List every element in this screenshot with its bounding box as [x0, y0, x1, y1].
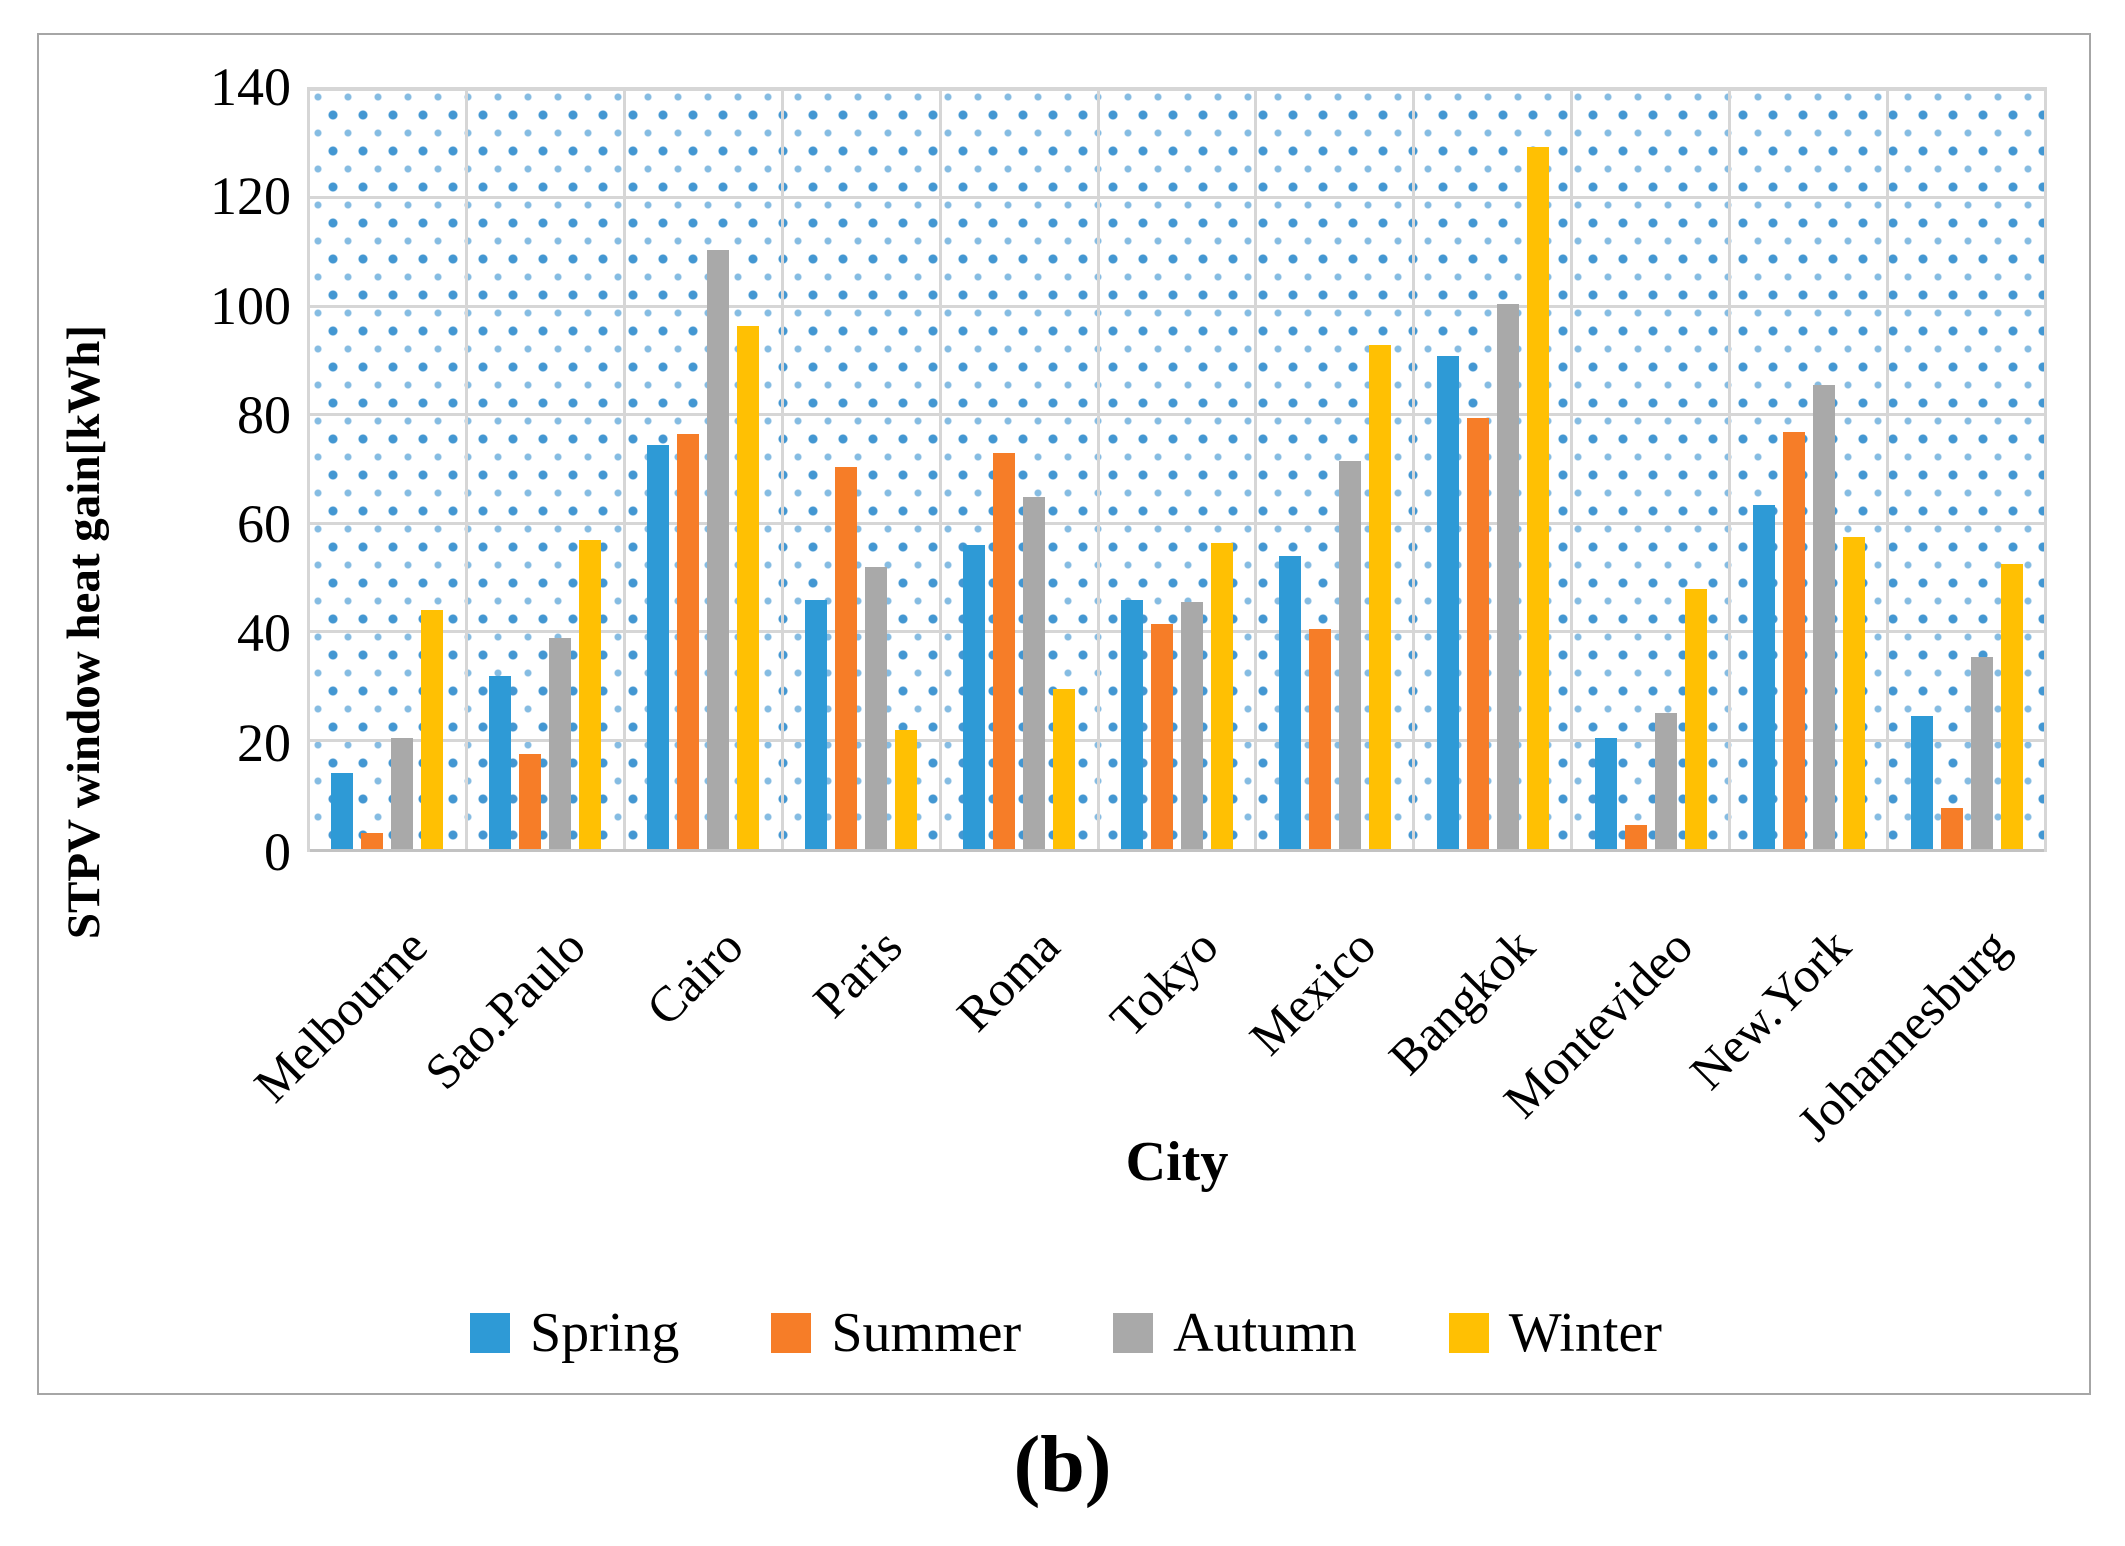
bar-spring-paris	[805, 599, 828, 849]
bar-summer-sao-paulo	[519, 754, 542, 849]
x-axis-title: City	[1125, 1131, 1229, 1193]
bar-autumn-johannesburg	[1970, 656, 1993, 849]
legend-label-spring: Spring	[530, 1302, 680, 1364]
y-tick-label-80: 80	[237, 384, 291, 445]
bar-summer-bangkok	[1466, 418, 1489, 849]
legend-label-autumn: Autumn	[1173, 1302, 1357, 1364]
bar-autumn-paris	[865, 567, 888, 849]
bar-spring-johannesburg	[1910, 716, 1933, 849]
x-tick-label-sao-paulo: Sao.Paulo	[413, 917, 596, 1100]
legend-swatch-icon-summer	[771, 1313, 812, 1353]
bar-spring-bangkok	[1436, 355, 1459, 849]
bar-autumn-sao-paulo	[549, 637, 572, 849]
bar-spring-cairo	[647, 445, 670, 849]
y-tick-label-100: 100	[210, 275, 291, 336]
legend-item-autumn: Autumn	[1113, 1305, 1357, 1361]
bar-winter-bangkok	[1526, 146, 1549, 849]
bar-autumn-montevideo	[1654, 713, 1677, 849]
bar-summer-montevideo	[1624, 824, 1647, 849]
y-tick-label-140: 140	[210, 57, 291, 117]
bar-autumn-cairo	[707, 249, 730, 849]
bar-spring-melbourne	[331, 773, 354, 849]
bar-autumn-new-york	[1812, 385, 1835, 849]
figure-caption: (b)	[1013, 1421, 1112, 1509]
legend-swatch-icon-spring	[470, 1313, 511, 1353]
bar-spring-mexico	[1278, 556, 1301, 849]
x-tick-label-tokyo: Tokyo	[1099, 917, 1229, 1048]
bar-columns	[310, 90, 2044, 849]
category-column-new-york	[1728, 90, 1886, 849]
chart-frame: STPV window heat gain[kWh] 0 20 40 60 80 100 1…	[37, 33, 2091, 1395]
x-tick-label-roma: Roma	[946, 917, 1071, 1042]
legend-item-winter: Winter	[1448, 1302, 1662, 1364]
gridline-y-100	[310, 304, 2044, 308]
gridline-y-140	[310, 88, 2044, 91]
bar-spring-sao-paulo	[489, 675, 512, 849]
x-tick-label-mexico: Mexico	[1239, 917, 1387, 1066]
category-column-roma	[938, 90, 1097, 849]
bar-winter-montevideo	[1684, 588, 1707, 849]
bar-winter-melbourne	[421, 610, 444, 849]
bar-summer-tokyo	[1150, 624, 1173, 849]
legend-label-winter: Winter	[1508, 1302, 1662, 1364]
category-column-johannesburg	[1886, 90, 2044, 849]
category-column-melbourne	[310, 90, 465, 849]
bar-winter-tokyo	[1210, 542, 1233, 849]
y-axis-ticks: 0 20 40 60 80 100 120 140	[39, 60, 291, 879]
bar-autumn-roma	[1023, 496, 1046, 849]
y-tick-label-60: 60	[237, 494, 291, 555]
bar-summer-new-york	[1782, 431, 1805, 849]
x-tick-label-melbourne: Melbourne	[242, 917, 438, 1113]
x-axis-line	[310, 849, 2044, 852]
category-column-mexico	[1254, 90, 1412, 849]
x-tick-label-bangkok: Bangkok	[1377, 917, 1545, 1086]
plot-area	[307, 87, 2047, 852]
gridline-y-120	[310, 196, 2044, 200]
bar-autumn-bangkok	[1496, 304, 1519, 849]
bar-summer-melbourne	[361, 832, 384, 849]
gridline-y-80	[310, 413, 2044, 417]
bar-summer-cairo	[677, 434, 700, 849]
gridline-y-60	[310, 521, 2044, 525]
y-tick-label-20: 20	[237, 712, 291, 773]
bar-autumn-mexico	[1338, 461, 1361, 849]
legend-label-summer: Summer	[831, 1302, 1022, 1364]
bar-summer-mexico	[1308, 629, 1331, 849]
bar-spring-new-york	[1752, 504, 1775, 849]
category-column-tokyo	[1096, 90, 1255, 849]
gridline-y-40	[310, 630, 2044, 634]
bar-winter-sao-paulo	[579, 539, 602, 849]
bar-autumn-melbourne	[391, 737, 414, 849]
legend-item-summer: Summer	[771, 1305, 1021, 1361]
bar-spring-montevideo	[1594, 737, 1617, 849]
bar-spring-tokyo	[1120, 599, 1143, 849]
bar-winter-cairo	[737, 325, 760, 849]
chart-legend: Spring Summer Autumn Winter	[39, 1305, 2093, 1361]
bar-spring-roma	[963, 545, 986, 849]
x-tick-label-cairo: Cairo	[635, 917, 754, 1037]
bar-winter-mexico	[1368, 344, 1391, 849]
category-column-cairo	[622, 90, 781, 849]
gridline-y-20	[310, 738, 2044, 742]
category-column-paris	[780, 90, 939, 849]
y-tick-label-120: 120	[210, 166, 291, 227]
bar-summer-roma	[993, 453, 1016, 849]
category-column-sao-paulo	[464, 90, 623, 849]
bar-winter-johannesburg	[2000, 564, 2023, 849]
legend-swatch-icon-autumn	[1113, 1313, 1154, 1353]
bar-winter-paris	[895, 729, 918, 849]
legend-item-spring: Spring	[470, 1305, 679, 1361]
category-column-bangkok	[1412, 90, 1570, 849]
bar-summer-johannesburg	[1940, 808, 1963, 849]
y-tick-label-0: 0	[264, 822, 291, 882]
bar-summer-paris	[835, 466, 858, 849]
y-tick-label-40: 40	[237, 603, 291, 664]
legend-swatch-icon-winter	[1448, 1313, 1489, 1353]
category-column-montevideo	[1570, 90, 1728, 849]
bar-winter-new-york	[1842, 537, 1865, 849]
bar-autumn-tokyo	[1180, 602, 1203, 849]
bar-winter-roma	[1053, 689, 1076, 849]
x-tick-label-paris: Paris	[801, 917, 913, 1029]
